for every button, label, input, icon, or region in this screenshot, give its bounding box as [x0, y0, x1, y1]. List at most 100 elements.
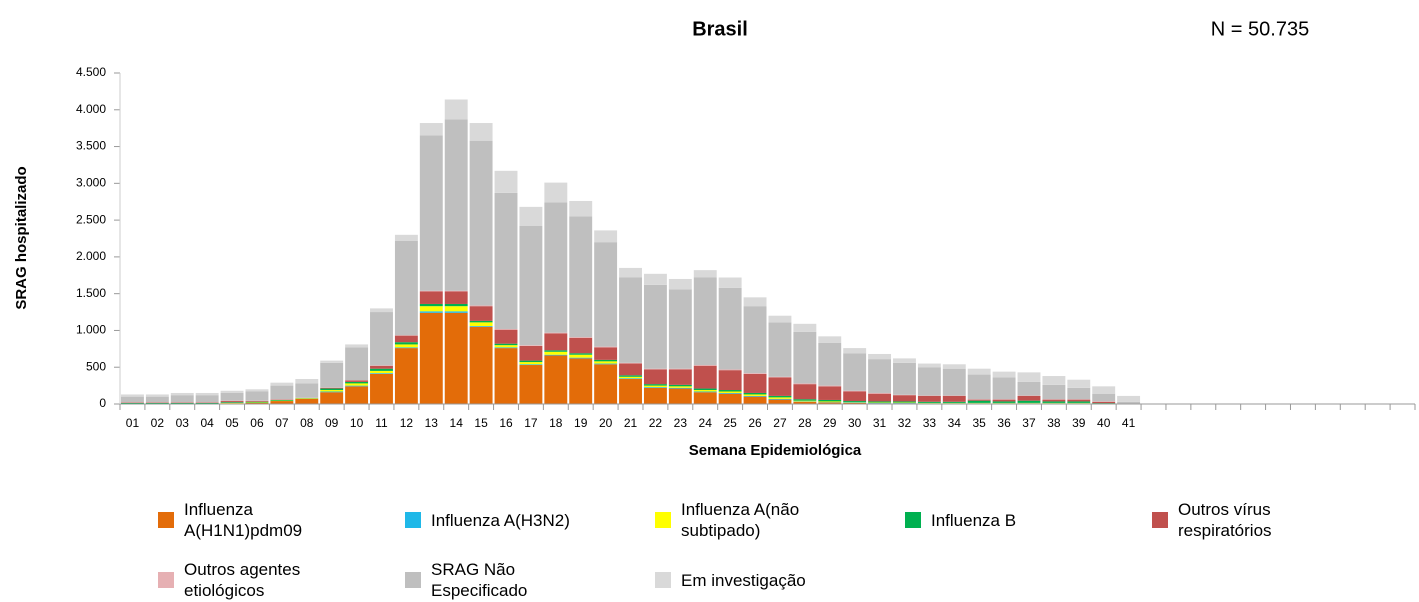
bar-segment: [1042, 376, 1065, 385]
bar-segment: [445, 311, 468, 312]
bar-segment: [793, 332, 816, 383]
bar-segment: [1092, 394, 1115, 402]
bar-segment: [445, 119, 468, 290]
bar-segment: [270, 386, 293, 400]
bar-segment: [943, 369, 966, 396]
chart: Brasil N = 50.735 SRAG hospitalizado Sem…: [0, 0, 1419, 500]
legend-item: Influenza A(H3N2): [405, 498, 605, 542]
y-tick-label: 0: [99, 396, 106, 410]
bar-segment: [370, 369, 393, 371]
bar-segment: [320, 388, 343, 389]
bar-segment: [370, 366, 393, 369]
bar-segment: [470, 123, 493, 141]
bar-segment: [420, 306, 443, 311]
bar-segment: [769, 396, 792, 397]
bar-segment: [345, 386, 368, 387]
legend-label: SRAG Não Especificado: [431, 559, 605, 601]
bar-segment: [146, 397, 169, 403]
bar-segment: [320, 391, 343, 392]
bar-segment: [669, 369, 692, 384]
x-tick-label: 38: [1047, 416, 1061, 430]
bar-segment: [968, 401, 991, 403]
bar-segment: [569, 358, 592, 404]
bar-segment: [345, 382, 368, 383]
bar-segment: [843, 348, 866, 353]
bar-segment: [495, 171, 518, 193]
bar-segment: [445, 313, 468, 404]
x-tick-label: 04: [200, 416, 214, 430]
bar-segment: [893, 401, 916, 402]
bar-segment: [843, 391, 866, 401]
bar-segment: [395, 347, 418, 348]
bar-segment: [569, 201, 592, 216]
bar-segment: [295, 399, 318, 404]
legend-item: Em investigação: [655, 558, 835, 602]
bar-segment: [619, 364, 642, 376]
x-tick-label: 37: [1022, 416, 1036, 430]
bar-segment: [370, 312, 393, 365]
bar-segment: [221, 393, 244, 401]
bar-segment: [868, 394, 891, 402]
bar-segment: [918, 364, 941, 368]
bar-segment: [793, 324, 816, 332]
bar-segment: [669, 279, 692, 289]
bar-segment: [769, 322, 792, 376]
x-tick-label: 16: [499, 416, 513, 430]
y-tick-label: 3.000: [76, 176, 106, 190]
x-tick-label: 26: [748, 416, 762, 430]
bar-segment: [470, 305, 493, 306]
legend-swatch: [905, 512, 921, 528]
bar-segment: [993, 378, 1016, 400]
x-tick-label: 39: [1072, 416, 1086, 430]
x-tick-label: 20: [599, 416, 613, 430]
legend-swatch: [158, 572, 174, 588]
bar-segment: [445, 306, 468, 311]
bar-segment: [544, 350, 567, 351]
bar-segment: [445, 304, 468, 306]
bar-segment: [968, 400, 991, 401]
bar-segment: [1018, 382, 1041, 396]
x-tick-label: 05: [225, 416, 239, 430]
bar-segment: [519, 345, 542, 346]
bar-segment: [594, 347, 617, 348]
bar-segment: [644, 387, 667, 388]
bar-segment: [1092, 402, 1115, 403]
bar-segment: [270, 383, 293, 386]
bar-segment: [893, 358, 916, 362]
bar-segment: [495, 348, 518, 404]
bar-segment: [744, 396, 767, 397]
y-tick-label: 2.500: [76, 212, 106, 226]
legend-label: Outros vírus respiratórios: [1178, 499, 1302, 541]
bar-segment: [694, 365, 717, 366]
x-tick-label: 22: [649, 416, 663, 430]
bar-segment: [619, 379, 642, 404]
legend-label: Influenza A(não subtipado): [681, 499, 835, 541]
bar-segment: [719, 390, 742, 391]
bar-segment: [345, 344, 368, 347]
bar-segment: [121, 397, 144, 403]
legend-label: Influenza A(H1N1)pdm09: [184, 499, 318, 541]
bar-segment: [669, 289, 692, 368]
x-tick-label: 24: [699, 416, 713, 430]
bar-segment: [320, 389, 343, 390]
bar-segment: [993, 372, 1016, 378]
bar-segment: [196, 395, 219, 402]
bar-segment: [495, 345, 518, 347]
bar-segment: [943, 396, 966, 402]
bar-segment: [345, 380, 368, 381]
legend-label: Outros agentes etiológicos: [184, 559, 318, 601]
bar-segment: [818, 386, 841, 387]
bar-segment: [544, 333, 567, 350]
bar-segment: [669, 369, 692, 370]
bar-segment: [395, 336, 418, 343]
bar-segment: [843, 353, 866, 391]
x-tick-label: 40: [1097, 416, 1111, 430]
bar-segment: [893, 363, 916, 395]
legend-swatch: [1152, 512, 1168, 528]
x-tick-label: 19: [574, 416, 588, 430]
bar-segment: [619, 363, 642, 364]
bar-segment: [370, 373, 393, 374]
bar-segment: [818, 386, 841, 400]
bar-segment: [968, 369, 991, 375]
x-tick-label: 10: [350, 416, 364, 430]
